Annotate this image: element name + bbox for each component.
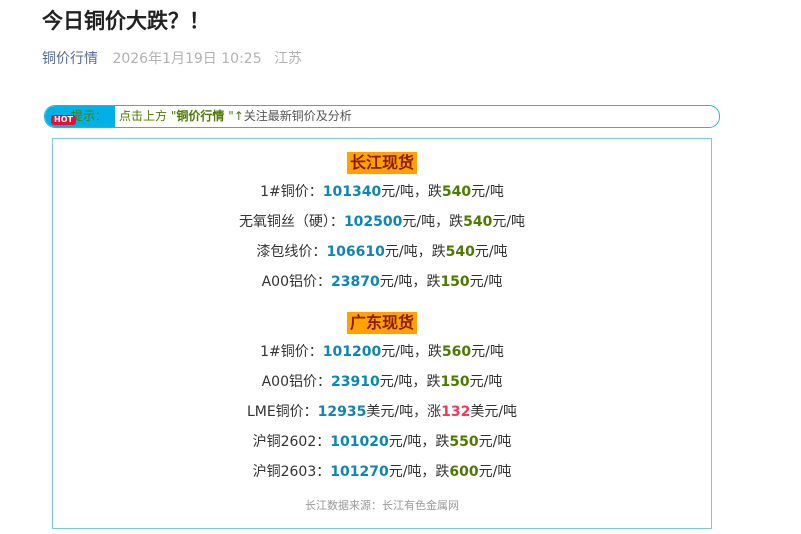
row-label: 1#铜价： — [260, 344, 323, 360]
row-delta: 550 — [449, 434, 479, 450]
row-label: 漆包线价： — [256, 244, 327, 260]
price-row: LME铜价：12935美元/吨，涨132美元/吨 — [53, 397, 711, 427]
row-delta-unit: 元/吨 — [469, 274, 503, 290]
row-unit: 元/吨， — [384, 244, 432, 260]
row-unit: 元/吨， — [381, 344, 428, 360]
price-row: A00铝价：23870元/吨，跌150元/吨 — [53, 267, 711, 297]
price-row: 沪铜2603：101270元/吨，跌600元/吨 — [53, 457, 711, 487]
row-unit: 美元/吨， — [366, 404, 428, 420]
row-label: 沪铜2602： — [252, 434, 331, 450]
row-price: 102500 — [343, 214, 403, 230]
row-delta: 540 — [445, 244, 475, 260]
section-title: 长江现货 — [346, 152, 417, 174]
row-label: A00铝价： — [261, 374, 331, 390]
price-row: 1#铜价：101200元/吨，跌560元/吨 — [53, 337, 711, 367]
row-delta: 150 — [440, 274, 470, 290]
row-delta: 150 — [440, 374, 470, 390]
price-box: 长江现货 1#铜价：101340元/吨，跌540元/吨 无氧铜丝（硬）：102500… — [52, 138, 712, 529]
row-unit: 元/吨， — [402, 214, 450, 230]
row-delta: 540 — [441, 184, 472, 200]
notice-prefix: 点击上方 " — [119, 109, 177, 123]
row-delta: 560 — [441, 344, 472, 360]
row-delta-unit: 元/吨 — [478, 464, 512, 480]
row-delta: 540 — [463, 214, 493, 230]
row-price: 101200 — [322, 344, 382, 360]
row-delta-unit: 元/吨 — [474, 244, 508, 260]
price-row: A00铝价：23910元/吨，跌150元/吨 — [53, 367, 711, 397]
hot-badge: HOT — [51, 115, 76, 125]
row-direction: 跌 — [435, 464, 450, 480]
article-meta: 铜价行情 2026年1月19日 10:25 江苏 — [42, 48, 310, 68]
account-link[interactable]: 铜价行情 — [42, 51, 98, 67]
row-price: 23910 — [331, 374, 380, 390]
row-delta-unit: 元/吨 — [471, 184, 504, 200]
price-row: 漆包线价：106610元/吨，跌540元/吨 — [53, 237, 711, 267]
row-label: 沪铜2603： — [252, 464, 331, 480]
row-unit: 元/吨， — [379, 374, 427, 390]
row-direction: 跌 — [426, 374, 441, 390]
row-delta-unit: 元/吨 — [492, 214, 526, 230]
row-price: 23870 — [331, 274, 380, 290]
row-price: 101340 — [322, 184, 382, 200]
section-title: 广东现货 — [346, 312, 417, 334]
row-unit: 元/吨， — [381, 184, 428, 200]
row-price: 12935 — [317, 404, 367, 420]
price-row: 1#铜价：101340元/吨，跌540元/吨 — [53, 177, 711, 207]
row-direction: 跌 — [435, 434, 450, 450]
row-unit: 元/吨， — [379, 274, 427, 290]
notice-account[interactable]: 铜价行情 — [176, 109, 225, 123]
price-row: 沪铜2602：101020元/吨，跌550元/吨 — [53, 427, 711, 457]
row-direction: 跌 — [427, 184, 442, 200]
row-label: LME铜价： — [246, 404, 318, 420]
row-direction: 跌 — [427, 344, 442, 360]
publish-date: 2026年1月19日 10:25 — [112, 51, 262, 67]
row-delta-unit: 美元/吨 — [470, 404, 518, 420]
row-unit: 元/吨， — [388, 434, 436, 450]
row-direction: 涨 — [427, 404, 442, 420]
row-direction: 跌 — [426, 274, 441, 290]
row-price: 101020 — [330, 434, 389, 450]
notice-suffix: "↑ — [224, 109, 244, 123]
notice-tip: HOT 提示： — [45, 106, 116, 127]
notice-label: 提示： — [71, 109, 108, 123]
article-title: 今日铜价大跌？！ — [42, 9, 210, 33]
row-price: 106610 — [326, 244, 385, 260]
data-source: 长江数据来源：长江有色金属网 — [305, 499, 459, 512]
location: 江苏 — [274, 51, 303, 67]
follow-notice: HOT 提示： 点击上方 "铜价行情 "↑关注最新铜价及分析 — [44, 105, 720, 128]
row-label: 无氧铜丝（硬）： — [238, 214, 344, 230]
notice-rest: 关注最新铜价及分析 — [243, 109, 352, 123]
row-price: 101270 — [330, 464, 389, 480]
row-delta: 132 — [441, 404, 471, 420]
row-delta-unit: 元/吨 — [471, 344, 504, 360]
row-unit: 元/吨， — [388, 464, 436, 480]
row-direction: 跌 — [431, 244, 446, 260]
notice-text: 点击上方 "铜价行情 "↑关注最新铜价及分析 — [119, 109, 352, 123]
row-label: 1#铜价： — [260, 184, 323, 200]
row-delta: 600 — [449, 464, 479, 480]
row-delta-unit: 元/吨 — [478, 434, 512, 450]
row-direction: 跌 — [449, 214, 464, 230]
price-row: 无氧铜丝（硬）：102500元/吨，跌540元/吨 — [53, 207, 711, 237]
row-delta-unit: 元/吨 — [469, 374, 503, 390]
row-label: A00铝价： — [261, 274, 331, 290]
